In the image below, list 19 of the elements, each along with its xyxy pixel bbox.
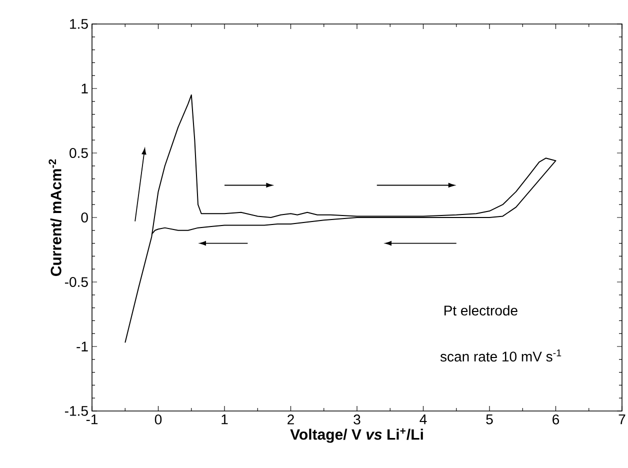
x-tick-label: 1 (222, 414, 228, 424)
annotation: Pt electrode (444, 305, 518, 316)
y-tick-label: 0 (81, 212, 88, 222)
y-tick-label: -0.5 (64, 277, 88, 287)
x-tick-label: 4 (420, 414, 427, 424)
annotation: scan rate 10 mV s$^{-1}$ (440, 349, 562, 362)
x-tick-label: 7 (618, 414, 626, 424)
y-tick-label: -1.5 (64, 406, 88, 416)
y-tick-label: 1 (82, 84, 88, 94)
y-tick-label: 0.5 (70, 148, 88, 158)
x-tick-label: 3 (354, 414, 360, 424)
x-tick-label: 0 (154, 414, 162, 424)
y-tick-label: -1 (76, 342, 88, 352)
y-axis-title: Current/ mAcm$^{-2}$ (48, 159, 62, 276)
x-tick-label: 6 (552, 414, 560, 424)
y-tick-label: 1.5 (70, 19, 88, 29)
x-tick-label: 5 (486, 414, 493, 424)
x-tick-label: 2 (288, 414, 294, 424)
x-axis-title: Voltage/ V vs Li$^{+}$/Li (290, 428, 423, 443)
